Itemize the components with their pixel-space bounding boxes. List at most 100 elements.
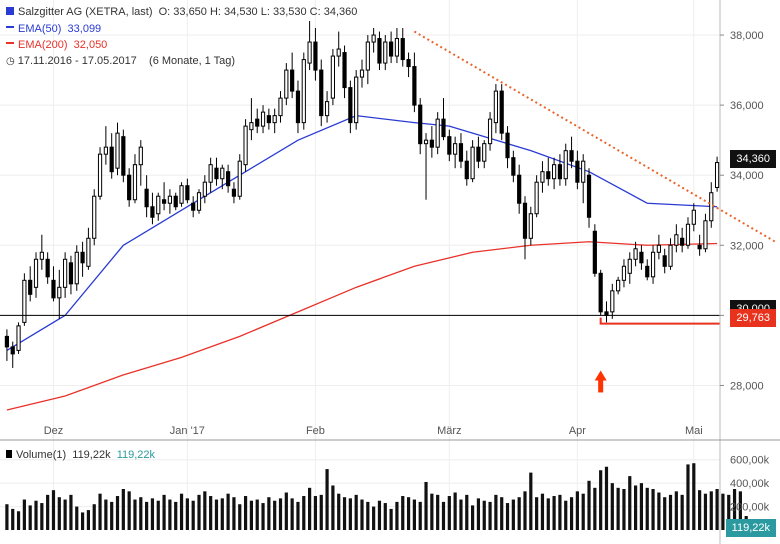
- candle-body: [581, 160, 586, 183]
- volume-bar: [680, 494, 684, 530]
- volume-bar: [383, 503, 387, 530]
- volume-bar: [150, 498, 155, 530]
- candle-body: [656, 244, 661, 253]
- volume-bar: [238, 504, 242, 530]
- volume-bar: [523, 491, 527, 530]
- candle-body: [412, 66, 417, 106]
- candle-body: [557, 164, 563, 180]
- volume-swatch-icon: [6, 450, 12, 458]
- candle-body: [45, 258, 50, 278]
- vol-tick-label: 400,00k: [730, 478, 770, 490]
- candle-body: [4, 335, 10, 348]
- volume-bar: [663, 497, 667, 530]
- ema50-value: 33,099: [67, 23, 102, 35]
- legend-ema200: EMA(200) 32,050: [6, 38, 107, 53]
- volume-bar: [453, 492, 457, 530]
- clock-icon: ◷: [6, 56, 15, 67]
- volume-bar: [482, 500, 486, 530]
- candle-body: [482, 143, 487, 162]
- y-tick-label: 28,000: [730, 380, 764, 392]
- volume-bar: [395, 501, 399, 530]
- candle-body: [74, 251, 79, 285]
- volume-bar: [191, 500, 195, 530]
- arrow-up-shaft: [598, 379, 604, 393]
- candle-body: [33, 258, 39, 288]
- volume-bar: [686, 464, 690, 530]
- candle-body: [138, 146, 143, 166]
- candle-body: [476, 146, 481, 162]
- volume-bar: [721, 493, 725, 530]
- candle-body: [453, 143, 458, 155]
- volume-bar: [732, 489, 737, 530]
- candle-body: [202, 181, 207, 197]
- volume-bar: [540, 493, 545, 530]
- volume-bar: [651, 489, 655, 530]
- candles: [4, 21, 720, 368]
- legend-ema50: EMA(50) 33,099: [6, 22, 101, 37]
- volume-bar: [133, 499, 137, 530]
- candle-body: [441, 118, 446, 138]
- candle-body: [115, 132, 120, 169]
- candle-body: [63, 258, 68, 288]
- candle-body: [249, 122, 254, 131]
- volume-bar: [738, 491, 742, 530]
- candle-body: [418, 104, 423, 145]
- candle-body: [16, 325, 21, 351]
- candle-body: [575, 160, 580, 183]
- volume-bar: [674, 491, 678, 530]
- volume-bar: [156, 500, 160, 530]
- ema200-path: [6, 241, 718, 411]
- candle-body: [709, 192, 714, 222]
- last-price-tag: 34,360: [730, 150, 776, 168]
- volume-bar: [377, 500, 382, 530]
- volume-bar: [162, 494, 166, 530]
- candle-body: [132, 164, 138, 201]
- volume-bar: [441, 501, 446, 530]
- candle-body: [528, 213, 533, 239]
- candle-body: [354, 76, 359, 124]
- candle-body: [546, 171, 551, 180]
- candle-body: [173, 195, 178, 208]
- volume-bar: [278, 498, 283, 530]
- volume-bar: [593, 487, 597, 530]
- candle-body: [394, 38, 400, 57]
- volume-value-highlight: 119,22k: [116, 449, 156, 461]
- candle-body: [563, 150, 568, 180]
- period-text: 17.11.2016 - 17.05.2017: [17, 55, 137, 67]
- volume-bar: [40, 503, 44, 530]
- volume-bar: [98, 493, 102, 530]
- period-note: (6 Monate, 1 Tag): [149, 55, 236, 67]
- candle-body: [639, 251, 644, 264]
- volume-bar: [494, 494, 498, 530]
- candle-body: [633, 248, 638, 260]
- volume-bar: [628, 476, 632, 530]
- volume-bar: [698, 490, 702, 530]
- candle-body: [127, 174, 132, 201]
- candle-body: [586, 174, 592, 218]
- candle-body: [616, 279, 621, 292]
- volume-bar: [639, 483, 644, 530]
- volume-bar: [424, 481, 428, 530]
- candle-body: [278, 97, 283, 117]
- volume-bar: [331, 485, 335, 530]
- candle-body: [191, 202, 196, 211]
- volume-bar: [430, 493, 434, 530]
- volume-bar: [145, 501, 149, 530]
- x-tick-label: Feb: [306, 425, 325, 437]
- volume-bar: [296, 501, 300, 530]
- volume-bar: [226, 493, 230, 530]
- legend-title: Salzgitter AG (XETRA, last) O: 33,650 H:…: [6, 5, 357, 20]
- y-tick-label: 32,000: [730, 240, 764, 252]
- volume-bar: [645, 487, 649, 530]
- candle-body: [97, 153, 103, 197]
- volume-bar: [476, 498, 481, 530]
- volume-bar: [692, 463, 696, 530]
- candle-body: [435, 118, 440, 148]
- volume-bar: [168, 499, 172, 530]
- volume-bar: [110, 501, 114, 530]
- volume-bar: [325, 469, 329, 530]
- arrow-up-icon: [594, 370, 607, 381]
- volume-bar: [552, 496, 556, 530]
- volume-bar: [436, 494, 440, 530]
- ema200-swatch: [6, 42, 14, 45]
